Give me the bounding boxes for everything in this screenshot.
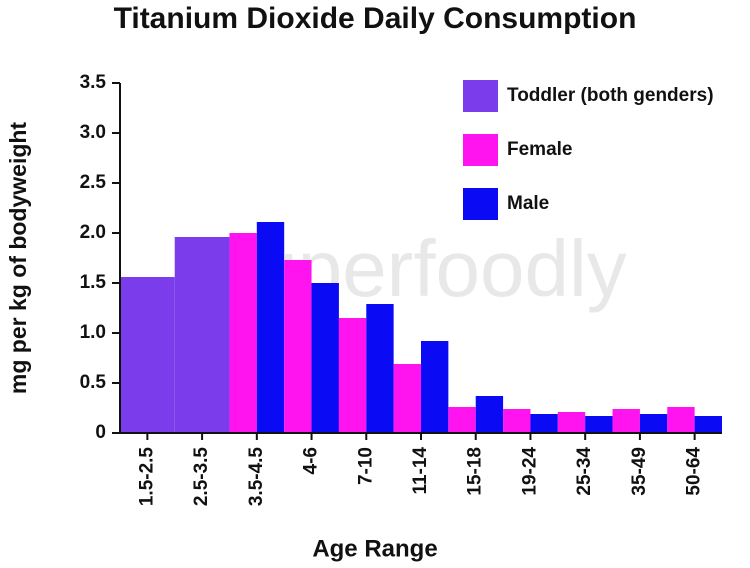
legend-label: Toddler (both genders)	[507, 85, 714, 106]
y-tick-label: 3.0	[80, 122, 106, 143]
y-tick-label: 2.0	[80, 222, 106, 243]
y-tick-label: 2.5	[80, 172, 107, 193]
bar	[448, 407, 476, 433]
bar	[667, 407, 695, 433]
x-tick-label: 2.5-3.5	[191, 447, 212, 507]
x-tick-label: 4-6	[301, 447, 322, 474]
bar	[503, 409, 531, 433]
bar	[366, 304, 394, 433]
chart-title: Titanium Dioxide Daily Consumption	[114, 2, 637, 35]
bar	[475, 396, 504, 433]
x-tick-label: 25-34	[574, 447, 595, 496]
bar	[174, 237, 230, 433]
bar	[421, 341, 449, 433]
y-axis-label: mg per kg of bodyweight	[5, 122, 31, 395]
bar	[639, 414, 668, 433]
bar	[557, 412, 586, 433]
legend-swatch	[463, 134, 498, 166]
y-tick-label: 3.5	[80, 72, 107, 93]
legend-swatch	[463, 80, 498, 112]
x-tick-label: 15-18	[465, 447, 486, 496]
bar	[229, 233, 257, 433]
x-tick-label: 1.5-2.5	[136, 447, 157, 507]
bar	[530, 414, 558, 433]
y-tick-label: 0	[95, 422, 106, 443]
bar	[120, 277, 175, 433]
bar	[284, 260, 312, 433]
bar	[393, 364, 421, 433]
bar	[694, 416, 722, 433]
x-axis-label: Age Range	[312, 535, 437, 562]
bar	[612, 409, 640, 433]
x-tick-label: 50-64	[684, 447, 705, 496]
legend-label: Female	[507, 139, 572, 160]
y-tick-label: 1.5	[80, 272, 107, 293]
x-tick-label: 35-49	[629, 447, 650, 496]
bar	[585, 416, 613, 433]
x-tick-label: 11-14	[410, 447, 431, 495]
bar	[338, 318, 367, 433]
legend-label: Male	[507, 193, 549, 214]
bar	[256, 222, 285, 433]
y-tick-label: 0.5	[80, 372, 107, 393]
x-tick-label: 3.5-4.5	[246, 447, 267, 507]
x-tick-label: 19-24	[519, 447, 540, 496]
x-tick-label: 7-10	[355, 447, 376, 485]
y-tick-label: 1.0	[80, 322, 106, 343]
bar	[311, 283, 339, 433]
legend-swatch	[463, 188, 498, 220]
